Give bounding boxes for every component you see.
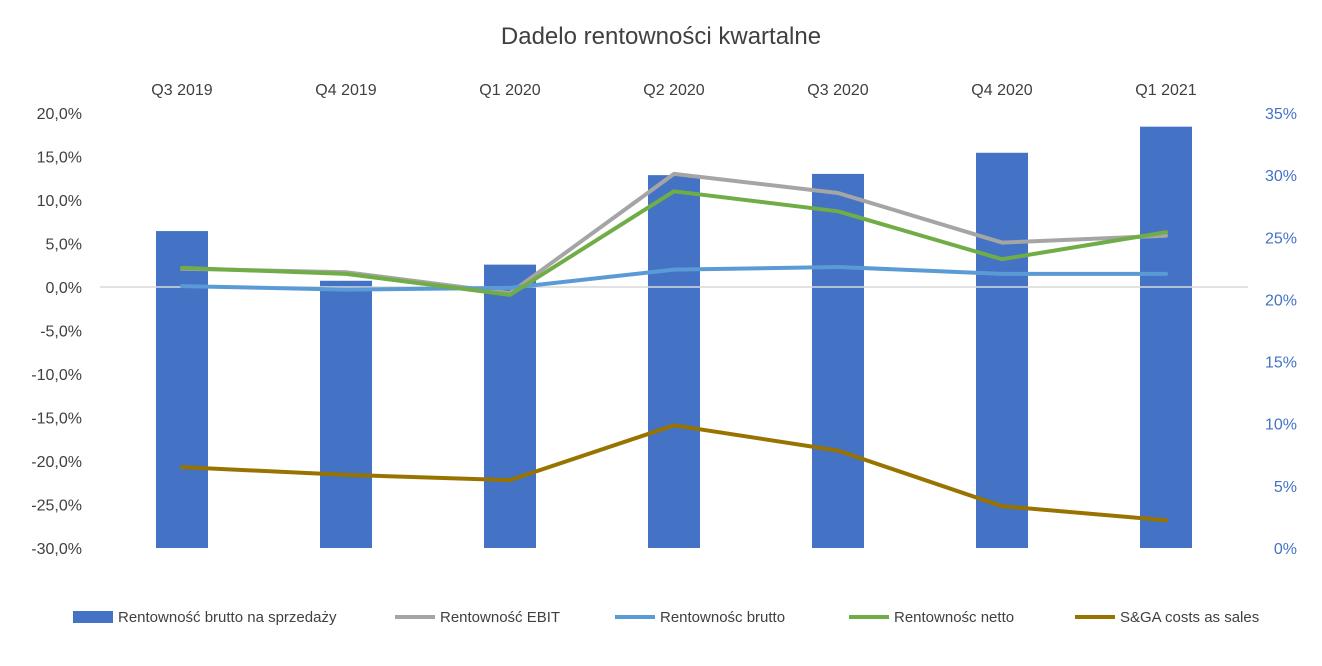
legend-swatch-0 xyxy=(73,611,113,623)
left-tick-label: 20,0% xyxy=(37,106,82,123)
category-label: Q1 2021 xyxy=(1135,82,1196,99)
right-tick-label: 30% xyxy=(1265,168,1297,185)
category-label: Q1 2020 xyxy=(479,82,540,99)
bar-q2-2020 xyxy=(648,175,700,548)
left-tick-label: -15,0% xyxy=(31,411,82,428)
category-label: Q2 2020 xyxy=(643,82,704,99)
bar-q3-2020 xyxy=(812,174,864,548)
right-tick-label: 15% xyxy=(1265,355,1297,372)
left-tick-label: 10,0% xyxy=(37,193,82,210)
right-tick-label: 5% xyxy=(1274,479,1297,496)
left-tick-label: 0,0% xyxy=(46,280,82,297)
legend-label: Rentownośc netto xyxy=(894,609,1014,626)
left-tick-label: -20,0% xyxy=(31,454,82,471)
right-axis-ticks: 35% 30% 25% 20% 15% 10% 5% 0% xyxy=(1265,106,1297,558)
right-tick-label: 35% xyxy=(1265,106,1297,123)
legend-label: Rentowność EBIT xyxy=(440,609,560,626)
right-tick-label: 10% xyxy=(1265,417,1297,434)
left-axis-ticks: 20,0% 15,0% 10,0% 5,0% 0,0% -5,0% -10,0% -15,0%… xyxy=(31,106,82,558)
bar-q3-2019 xyxy=(156,231,208,548)
legend-label: Rentowność brutto na sprzedaży xyxy=(118,609,337,626)
category-labels: Q3 2019 Q4 2019 Q1 2020 Q2 2020 Q3 2020 Q4 20… xyxy=(151,82,1196,99)
chart-title: Dadelo rentowności kwartalne xyxy=(501,23,821,50)
left-tick-label: 15,0% xyxy=(37,150,82,167)
right-tick-label: 20% xyxy=(1265,292,1297,309)
bar-q1-2021 xyxy=(1140,127,1192,548)
right-tick-label: 25% xyxy=(1265,230,1297,247)
left-tick-label: -30,0% xyxy=(31,541,82,558)
legend: Rentowność brutto na sprzedaży Rentowność… xyxy=(73,609,1259,626)
left-tick-label: -10,0% xyxy=(31,367,82,384)
bar-q4-2019 xyxy=(320,281,372,548)
left-tick-label: -5,0% xyxy=(40,324,82,341)
legend-label: S&GA costs as sales xyxy=(1120,609,1259,626)
right-tick-label: 0% xyxy=(1274,541,1297,558)
category-label: Q3 2020 xyxy=(807,82,868,99)
category-label: Q3 2019 xyxy=(151,82,212,99)
bar-q4-2020 xyxy=(976,153,1028,548)
bar-q1-2020 xyxy=(484,265,536,548)
legend-label: Rentownośc brutto xyxy=(660,609,785,626)
category-label: Q4 2019 xyxy=(315,82,376,99)
left-tick-label: -25,0% xyxy=(31,498,82,515)
left-tick-label: 5,0% xyxy=(46,237,82,254)
category-label: Q4 2020 xyxy=(971,82,1032,99)
